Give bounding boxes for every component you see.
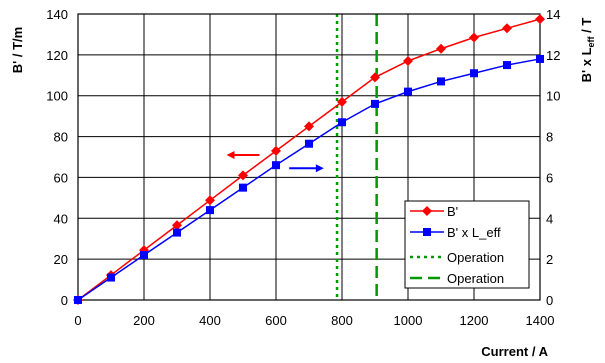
y-right-tick-label-5: 10 bbox=[546, 89, 560, 104]
x-axis-title: Current / A bbox=[481, 344, 548, 359]
x-tick-label-6: 1200 bbox=[460, 313, 489, 328]
y-right-tick-label-6: 12 bbox=[546, 48, 560, 63]
x-tick-label-4: 800 bbox=[331, 313, 353, 328]
series-0-point-5 bbox=[238, 170, 248, 181]
y-axis-left-title: B' / T/m bbox=[10, 27, 25, 73]
series-1-point-9 bbox=[371, 99, 379, 108]
series-0-point-14 bbox=[535, 14, 545, 25]
x-tick-label-5: 1000 bbox=[394, 313, 423, 328]
legend-label-op2: Operation bbox=[447, 271, 504, 286]
y-right-tick-label-2: 4 bbox=[546, 211, 553, 226]
series-0-point-6 bbox=[271, 145, 281, 156]
series-0-point-9 bbox=[370, 72, 380, 83]
y-left-tick-label-3: 60 bbox=[54, 170, 68, 185]
x-tick-label-2: 400 bbox=[199, 313, 221, 328]
direction-arrows bbox=[226, 150, 324, 173]
x-tick-label-3: 600 bbox=[265, 313, 287, 328]
series-1-point-8 bbox=[338, 118, 346, 127]
y-left-tick-label-1: 20 bbox=[54, 252, 68, 267]
x-tick-label-7: 1400 bbox=[526, 313, 555, 328]
y-axis-right-title-tail: / T bbox=[579, 18, 594, 37]
x-tick-labels: 0 200 400 600 800 1000 1200 1400 bbox=[74, 313, 554, 328]
series-1-point-4 bbox=[206, 206, 214, 215]
series-0-point-7 bbox=[304, 121, 314, 132]
series-1-point-7 bbox=[305, 139, 313, 148]
operation-lines bbox=[335, 14, 378, 300]
y-right-tick-label-4: 8 bbox=[546, 130, 553, 145]
x-tick-label-1: 200 bbox=[133, 313, 155, 328]
y-left-tick-labels: 0 20 40 60 80 100 120 140 bbox=[46, 7, 68, 308]
y-axis-right-title: B' x Leff / T bbox=[579, 18, 596, 83]
legend-marker-b bbox=[422, 206, 432, 216]
series-1-point-6 bbox=[272, 161, 280, 170]
y-left-tick-label-4: 80 bbox=[54, 130, 68, 145]
y-right-tick-label-0: 0 bbox=[546, 293, 553, 308]
series-1-point-13 bbox=[503, 61, 511, 70]
y-right-tick-label-1: 2 bbox=[546, 252, 553, 267]
series-0-point-12 bbox=[469, 32, 479, 43]
y-axis-right-title-main: B' x L bbox=[579, 47, 594, 82]
series-1-point-11 bbox=[437, 77, 445, 86]
series-lines bbox=[73, 14, 545, 305]
series-1-point-0 bbox=[74, 296, 82, 304]
y-left-tick-label-0: 0 bbox=[61, 293, 68, 308]
series-0-point-10 bbox=[403, 55, 413, 66]
series-1-point-12 bbox=[470, 69, 478, 78]
series-1-point-2 bbox=[140, 251, 148, 260]
series-1-point-5 bbox=[239, 183, 247, 192]
y-left-tick-label-6: 120 bbox=[46, 48, 68, 63]
y-right-tick-label-7: 14 bbox=[546, 7, 560, 22]
plot-area-frame bbox=[77, 13, 541, 301]
series-1-point-1 bbox=[107, 273, 115, 282]
x-tick-label-0: 0 bbox=[74, 313, 81, 328]
legend: B' B' x L_eff Operation Operation bbox=[404, 200, 530, 289]
arrow-left bbox=[226, 150, 260, 159]
series-0-point-8 bbox=[337, 96, 347, 107]
series-0-point-11 bbox=[436, 43, 446, 54]
series-0-point-4 bbox=[205, 195, 215, 206]
series-1-point-3 bbox=[173, 228, 181, 237]
y-axis-right-title-sub: eff bbox=[586, 35, 596, 47]
legend-marker-bl bbox=[423, 228, 431, 236]
legend-box bbox=[404, 200, 530, 289]
y-right-tick-label-3: 6 bbox=[546, 170, 553, 185]
series-1-point-14 bbox=[536, 54, 544, 63]
legend-label-op1: Operation bbox=[447, 250, 504, 265]
series-0-point-13 bbox=[502, 23, 512, 34]
arrow-right bbox=[289, 164, 324, 173]
series-0-point-3 bbox=[172, 220, 182, 231]
y-left-tick-label-7: 140 bbox=[46, 7, 68, 22]
legend-label-b: B' bbox=[447, 204, 458, 219]
series-1-point-10 bbox=[404, 87, 412, 96]
y-left-tick-label-2: 40 bbox=[54, 211, 68, 226]
y-left-tick-label-5: 100 bbox=[46, 89, 68, 104]
y-right-tick-labels: 0 2 4 6 8 10 12 14 bbox=[546, 7, 560, 308]
legend-label-bl: B' x L_eff bbox=[447, 225, 501, 240]
